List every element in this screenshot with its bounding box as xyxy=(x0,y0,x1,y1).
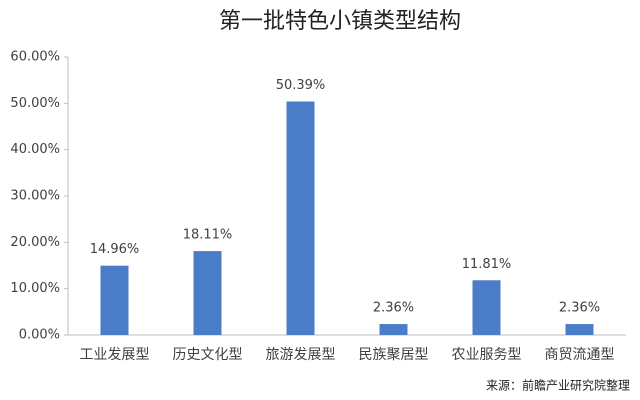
value-label: 50.39% xyxy=(276,78,326,93)
y-tick-label: 50.00% xyxy=(10,96,60,111)
bar xyxy=(286,101,315,335)
x-tick-label: 民族聚居型 xyxy=(359,347,429,363)
bar xyxy=(193,251,222,335)
y-tick-label: 40.00% xyxy=(10,142,60,157)
x-tick-label: 旅游发展型 xyxy=(266,347,336,363)
bar xyxy=(565,324,594,335)
x-tick-label: 农业服务型 xyxy=(452,347,522,363)
y-tick-label: 10.00% xyxy=(10,281,60,296)
bar xyxy=(379,324,408,335)
bar xyxy=(100,265,129,335)
x-tick-label: 商贸流通型 xyxy=(545,347,615,363)
y-tick-label: 60.00% xyxy=(10,50,60,65)
source: 来源：前瞻产业研究院整理 xyxy=(486,378,630,393)
value-label: 11.81% xyxy=(462,257,512,272)
x-tick-label: 历史文化型 xyxy=(173,347,243,363)
value-label: 2.36% xyxy=(559,301,600,316)
value-label: 18.11% xyxy=(183,228,233,243)
y-tick-label: 20.00% xyxy=(10,235,60,250)
chart-title: 第一批特色小镇类型结构 xyxy=(219,9,461,34)
value-label: 14.96% xyxy=(90,242,140,257)
y-tick-label: 0.00% xyxy=(19,328,60,343)
bar xyxy=(472,280,501,335)
value-label: 2.36% xyxy=(373,301,414,316)
y-tick-label: 30.00% xyxy=(10,189,60,204)
x-tick-label: 工业发展型 xyxy=(80,347,150,363)
